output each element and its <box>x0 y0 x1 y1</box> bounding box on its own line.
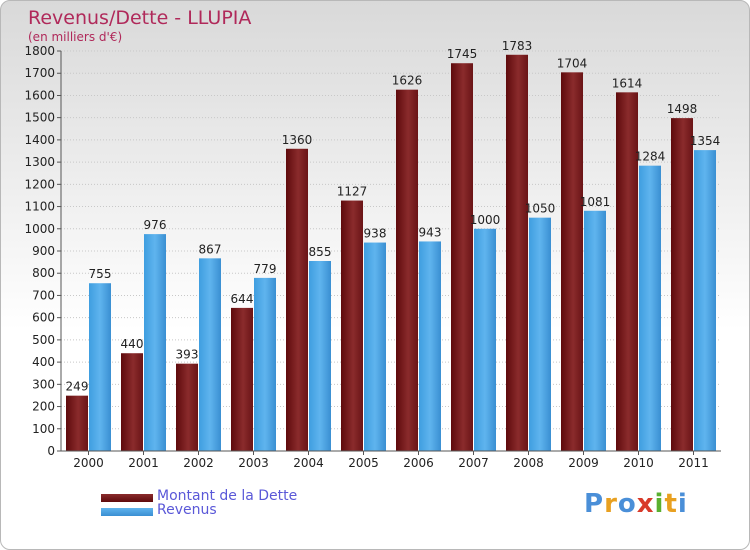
y-tick-label: 1500 <box>24 111 55 125</box>
bars: 249 755 440 976 393 867 644 779 1360 855 1127 938 16… <box>66 39 721 452</box>
data-label-revenue: 755 <box>89 267 112 281</box>
bar-revenue <box>199 258 221 451</box>
bar-debt <box>561 72 583 451</box>
y-tick-label: 1600 <box>24 88 55 102</box>
y-tick-label: 0 <box>47 444 55 458</box>
y-tick-label: 100 <box>32 422 55 436</box>
y-tick-label: 900 <box>32 244 55 258</box>
y-tick-label: 1200 <box>24 177 55 191</box>
x-tick-label: 2004 <box>293 456 324 470</box>
y-tick-label: 800 <box>32 266 55 280</box>
data-label-revenue: 943 <box>419 225 442 239</box>
proxiti-logo: Proxiti <box>584 489 688 519</box>
x-tick-label: 2008 <box>513 456 544 470</box>
bar-debt <box>176 363 198 451</box>
y-tick-label: 1700 <box>24 66 55 80</box>
y-tick-label: 300 <box>32 377 55 391</box>
bar-debt <box>286 148 308 451</box>
bar-debt <box>506 54 528 452</box>
y-tick-label: 400 <box>32 355 55 369</box>
y-tick-label: 200 <box>32 400 55 414</box>
x-tick-label: 2011 <box>678 456 709 470</box>
bar-revenue <box>254 277 276 451</box>
legend-label-revenue: Revenus <box>157 502 217 518</box>
data-label-debt: 440 <box>121 337 144 351</box>
legend-swatch-debt <box>101 494 153 502</box>
data-label-revenue: 976 <box>144 218 167 232</box>
y-tick-label: 1300 <box>24 155 55 169</box>
x-axis: 2000 2001 2002 2003 2004 2005 2006 2007 2008 2009… <box>61 450 721 470</box>
x-tick-label: 2006 <box>403 456 434 470</box>
x-tick-label: 2000 <box>73 456 104 470</box>
bar-debt <box>121 353 143 451</box>
data-label-debt: 1614 <box>612 76 643 90</box>
y-tick-label: 1800 <box>24 44 55 58</box>
x-tick-label: 2009 <box>568 456 599 470</box>
chart-subtitle: (en milliers d'€) <box>28 30 123 44</box>
bar-debt <box>341 200 363 451</box>
data-label-debt: 1127 <box>337 185 368 199</box>
bar-revenue <box>309 261 331 451</box>
data-label-debt: 1704 <box>557 56 588 70</box>
data-label-revenue: 1081 <box>580 195 611 209</box>
bar-revenue <box>364 242 386 451</box>
bar-revenue <box>144 234 166 451</box>
bar-debt <box>66 395 88 451</box>
bar-debt <box>616 92 638 451</box>
data-label-revenue: 938 <box>364 227 387 241</box>
grid-lines <box>61 50 721 430</box>
bar-revenue <box>419 241 441 451</box>
x-tick-label: 2010 <box>623 456 654 470</box>
y-tick-label: 1100 <box>24 200 55 214</box>
x-tick-label: 2005 <box>348 456 379 470</box>
y-tick-label: 1400 <box>24 133 55 147</box>
data-label-revenue: 1354 <box>690 134 721 148</box>
bar-revenue <box>584 210 606 451</box>
data-label-debt: 1360 <box>282 133 313 147</box>
data-label-revenue: 1284 <box>635 150 666 164</box>
data-label-revenue: 1050 <box>525 202 556 216</box>
bar-revenue <box>639 165 661 451</box>
x-tick-label: 2003 <box>238 456 269 470</box>
legend-swatch-revenue <box>101 508 153 516</box>
bar-debt <box>231 307 253 451</box>
data-label-debt: 1783 <box>502 39 533 53</box>
bar-debt <box>451 63 473 451</box>
x-tick-label: 2007 <box>458 456 489 470</box>
bar-debt <box>396 89 418 452</box>
bar-revenue <box>529 217 551 451</box>
x-tick-label: 2002 <box>183 456 214 470</box>
bar-revenue <box>474 228 496 451</box>
data-label-revenue: 779 <box>254 262 277 276</box>
data-label-debt: 249 <box>66 380 89 394</box>
y-tick-label: 600 <box>32 311 55 325</box>
y-tick-label: 500 <box>32 333 55 347</box>
bar-revenue <box>89 283 111 451</box>
y-axis: 0 100 200 300 400 500 600 700 800 900 1000 1100 1200… <box>24 44 62 458</box>
y-tick-label: 1000 <box>24 222 55 236</box>
x-tick-label: 2001 <box>128 456 159 470</box>
y-tick-label: 700 <box>32 288 55 302</box>
data-label-debt: 1498 <box>667 102 698 116</box>
data-label-debt: 1626 <box>392 74 423 88</box>
data-label-debt: 644 <box>231 292 254 306</box>
data-label-revenue: 867 <box>199 242 222 256</box>
bar-debt <box>671 118 693 451</box>
bar-revenue <box>694 150 716 451</box>
data-label-revenue: 1000 <box>470 213 501 227</box>
legend-label-debt: Montant de la Dette <box>157 488 298 504</box>
data-label-debt: 1745 <box>447 47 478 61</box>
data-label-debt: 393 <box>176 348 199 362</box>
data-label-revenue: 855 <box>309 245 332 259</box>
chart-title: Revenus/Dette - LLUPIA <box>28 7 252 29</box>
